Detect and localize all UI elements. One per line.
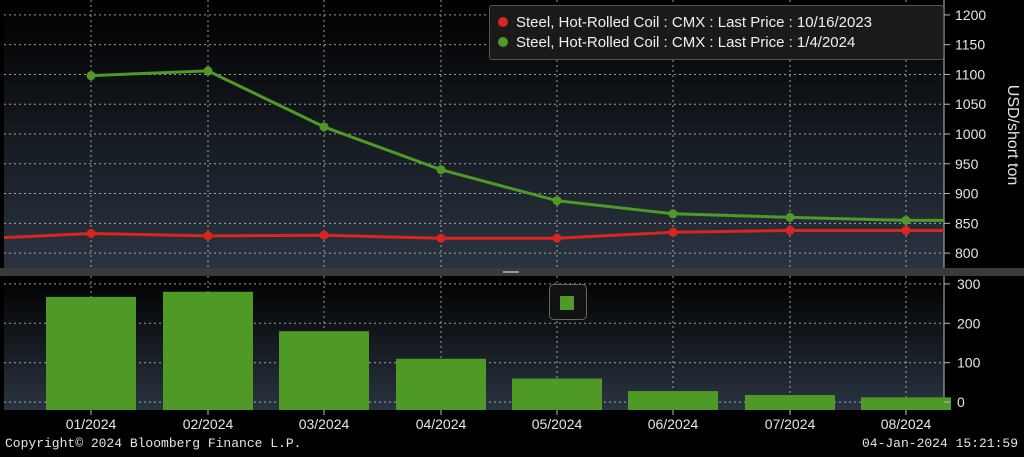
green-series-point <box>785 212 795 222</box>
bar <box>279 331 369 410</box>
legend-item-green: Steel, Hot-Rolled Coil : CMX : Last Pric… <box>498 32 855 52</box>
legend-marker-green <box>498 37 508 47</box>
y-axis-tick-label: 1100 <box>955 66 985 82</box>
y-axis-tick-label: 900 <box>955 186 979 202</box>
green-series-point <box>86 71 96 81</box>
green-series-point <box>901 215 911 225</box>
copyright-text: Copyright© 2024 Bloomberg Finance L.P. <box>5 436 302 451</box>
bar <box>745 395 835 410</box>
lower-y-axis-tick-label: 200 <box>957 315 981 331</box>
bar <box>861 397 951 410</box>
red-series-point <box>86 228 96 238</box>
red-series-point <box>552 233 562 243</box>
bar-series-icon <box>560 296 574 310</box>
y-axis-tick-label: 800 <box>955 245 979 261</box>
green-series-point <box>436 165 446 175</box>
green-series-point <box>668 209 678 219</box>
y-axis-tick-label: 950 <box>955 156 979 172</box>
bar <box>163 291 253 410</box>
lower-y-axis-tick-label: 300 <box>957 276 981 292</box>
red-series-point <box>668 227 678 237</box>
red-series-point <box>901 225 911 235</box>
x-axis-tick-label: 08/2024 <box>881 416 932 432</box>
lower-y-axis-tick-label: 0 <box>957 394 965 410</box>
green-series-point <box>552 196 562 206</box>
red-series-point <box>319 230 329 240</box>
x-axis-tick-label: 03/2024 <box>299 416 350 432</box>
y-axis-tick-label: 1200 <box>955 7 986 23</box>
timestamp-text: 04-Jan-2024 15:21:59 <box>861 436 1018 451</box>
x-axis-tick-label: 06/2024 <box>648 416 699 432</box>
y-axis-label: USD/short ton <box>1004 84 1021 186</box>
lower-y-axis-tick-label: 100 <box>957 355 981 371</box>
bar <box>512 378 602 410</box>
y-axis-tick-label: 1000 <box>955 126 986 142</box>
green-series-point <box>319 122 329 132</box>
green-series-point <box>203 66 213 76</box>
y-axis-tick-label: 1050 <box>955 96 986 112</box>
legend-marker-red <box>498 17 508 27</box>
red-series-point <box>785 225 795 235</box>
legend-label-red: Steel, Hot-Rolled Coil : CMX : Last Pric… <box>516 13 873 31</box>
y-axis-tick-label: 1150 <box>955 37 985 53</box>
bar <box>396 358 486 410</box>
bar <box>628 391 718 410</box>
x-axis-tick-label: 05/2024 <box>532 416 583 432</box>
x-axis-tick-label: 02/2024 <box>183 416 234 432</box>
y-axis-tick-label: 850 <box>955 215 979 231</box>
red-series-point <box>436 233 446 243</box>
x-axis-tick-label: 04/2024 <box>416 416 467 432</box>
x-axis-tick-label: 07/2024 <box>765 416 816 432</box>
legend: Steel, Hot-Rolled Coil : CMX : Last Pric… <box>489 5 944 60</box>
red-series-line <box>3 228 944 240</box>
bar <box>46 296 136 410</box>
x-axis-tick-label: 01/2024 <box>66 416 117 432</box>
red-series-point <box>203 231 213 241</box>
volume-toggle-button[interactable] <box>549 284 587 320</box>
legend-item-red: Steel, Hot-Rolled Coil : CMX : Last Pric… <box>498 12 872 32</box>
legend-label-green: Steel, Hot-Rolled Coil : CMX : Last Pric… <box>516 33 856 51</box>
